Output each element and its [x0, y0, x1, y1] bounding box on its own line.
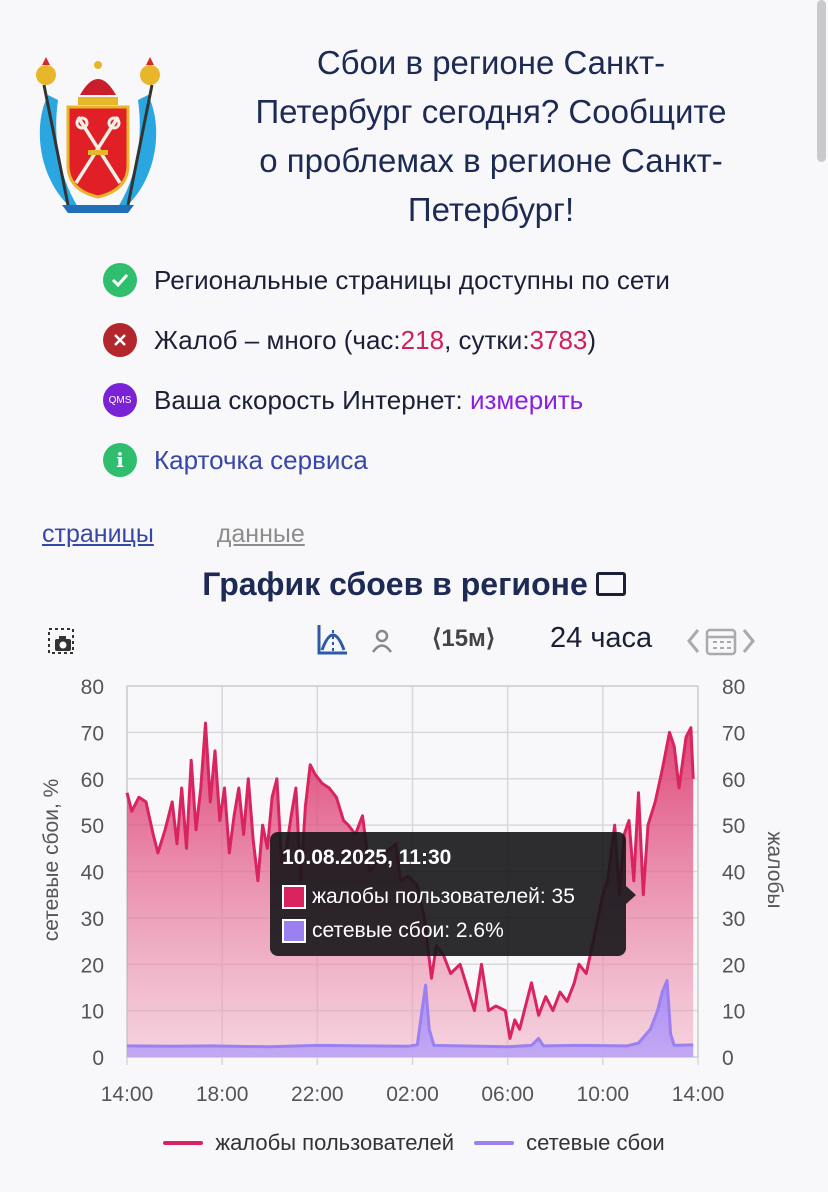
y-tick-right: 20 — [722, 954, 745, 977]
fullscreen-icon[interactable] — [596, 572, 626, 596]
y-axis-left-label: сетевые сбои, % — [40, 779, 63, 942]
x-tick-label: 10:00 — [577, 1083, 630, 1106]
y-tick-left: 30 — [81, 908, 104, 931]
x-tick-label: 14:00 — [672, 1083, 725, 1106]
tooltip-title: 10.08.2025, 11:30 — [282, 846, 614, 870]
status-list: Региональные страницы доступны по сети Ж… — [103, 250, 670, 490]
error-cross-icon — [103, 323, 137, 357]
y-tick-right: 0 — [722, 1047, 734, 1070]
y-tick-right: 50 — [722, 815, 745, 838]
tab-data[interactable]: данные — [217, 520, 305, 549]
tooltip-outages-text: сетевые сбои: 2.6% — [312, 919, 504, 943]
complaints-suffix: ) — [587, 325, 596, 356]
view-tabs: страницы данные — [42, 520, 361, 549]
y-tick-right: 10 — [722, 1001, 745, 1024]
chart-toolbar: ⟨15м⟩ 24 часа — [0, 620, 828, 662]
status-complaints: Жалоб – много (час: 218, сутки: 3783) — [103, 310, 670, 370]
saint-petersburg-coat-of-arms — [28, 55, 168, 217]
y-tick-right: 30 — [722, 908, 745, 931]
y-tick-right: 60 — [722, 769, 745, 792]
y-tick-left: 50 — [81, 815, 104, 838]
y-tick-left: 40 — [81, 862, 104, 885]
smooth-curve-icon[interactable] — [316, 622, 350, 656]
tooltip-complaints-text: жалобы пользователей: 35 — [312, 885, 575, 909]
y-tick-right: 70 — [722, 722, 745, 745]
tooltip-swatch-outages — [282, 919, 306, 943]
page-headline: Сбои в регионе Санкт-Петербург сегодня? … — [248, 38, 734, 234]
measure-speed-link[interactable]: измерить — [470, 385, 583, 416]
y-tick-left: 70 — [81, 722, 104, 745]
chart-title: График сбоев в регионе — [0, 566, 828, 603]
x-tick-label: 06:00 — [481, 1083, 534, 1106]
x-tick-label: 02:00 — [386, 1083, 439, 1106]
legend-line-outages — [474, 1141, 514, 1145]
y-tick-left: 10 — [81, 1001, 104, 1024]
qms-icon: QMS — [103, 383, 137, 417]
y-axis-right-label: жалобы — [763, 831, 786, 908]
legend-label-complaints: жалобы пользователей — [215, 1130, 454, 1156]
y-tick-left: 80 — [81, 676, 104, 699]
screenshot-icon[interactable] — [46, 626, 76, 656]
speed-label: Ваша скорость Интернет: — [154, 385, 463, 416]
complaints-prefix: Жалоб – много (час: — [154, 325, 401, 356]
status-pages-available: Региональные страницы доступны по сети — [103, 250, 670, 310]
user-icon[interactable] — [370, 628, 394, 654]
complaints-hour-count: 218 — [401, 325, 444, 356]
x-tick-label: 14:00 — [101, 1083, 154, 1106]
x-tick-label: 22:00 — [291, 1083, 344, 1106]
status-service-card: i Карточка сервиса — [103, 430, 670, 490]
check-circle-icon — [103, 263, 137, 297]
complaints-mid: , сутки: — [444, 325, 529, 356]
x-tick-label: 18:00 — [196, 1083, 249, 1106]
legend-item-complaints[interactable]: жалобы пользователей — [163, 1130, 454, 1156]
calendar-nav[interactable] — [684, 624, 758, 658]
y-tick-right: 80 — [722, 676, 745, 699]
chart-tooltip: 10.08.2025, 11:30 жалобы пользователей: … — [270, 832, 626, 956]
chart-legend: жалобы пользователей сетевые сбои — [0, 1130, 828, 1156]
range-label: 24 часа — [550, 622, 652, 655]
chart-title-text: График сбоев в регионе — [202, 566, 587, 602]
status-pages-text: Региональные страницы доступны по сети — [154, 265, 670, 296]
legend-item-outages[interactable]: сетевые сбои — [474, 1130, 665, 1156]
tab-pages[interactable]: страницы — [42, 520, 154, 549]
y-tick-left: 60 — [81, 769, 104, 792]
legend-line-complaints — [163, 1141, 203, 1145]
period-selector[interactable]: ⟨15м⟩ — [432, 624, 495, 653]
y-tick-left: 0 — [92, 1047, 104, 1070]
y-tick-left: 20 — [81, 954, 104, 977]
y-tick-right: 40 — [722, 862, 745, 885]
complaints-day-count: 3783 — [530, 325, 588, 356]
tooltip-swatch-complaints — [282, 885, 306, 909]
tooltip-row-complaints: жалобы пользователей: 35 — [282, 880, 614, 914]
info-icon: i — [103, 443, 137, 477]
legend-label-outages: сетевые сбои — [526, 1130, 665, 1156]
scrollbar[interactable] — [817, 0, 826, 162]
status-speed: QMS Ваша скорость Интернет: измерить — [103, 370, 670, 430]
service-card-link[interactable]: Карточка сервиса — [154, 445, 368, 476]
tooltip-row-outages: сетевые сбои: 2.6% — [282, 914, 614, 948]
